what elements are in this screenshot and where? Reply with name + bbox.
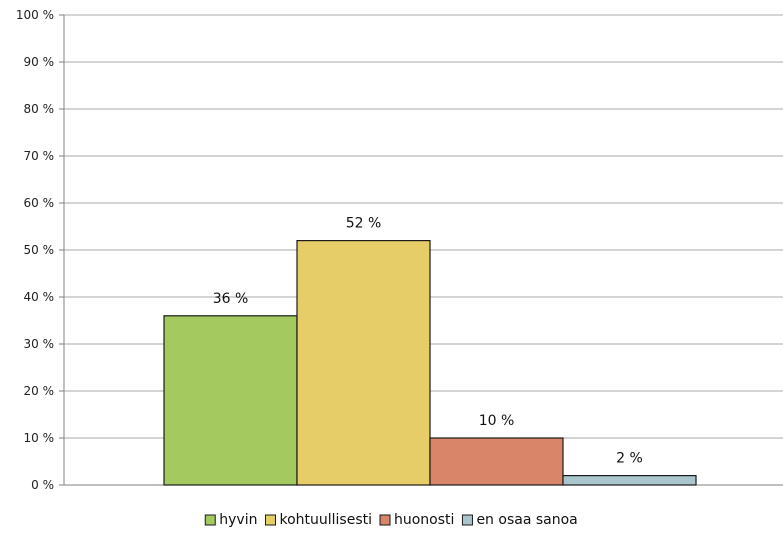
y-tick-labels: 0 % 10 % 20 % 30 % 40 % 50 % 60 % 70 % 80 % 90 % 1… [16,8,54,492]
legend-swatch [264,514,276,526]
y-tick-label: 100 % [16,8,54,22]
legend-item-kohtuullisesti: kohtuullisesti [264,512,372,528]
y-tick-label: 40 % [24,290,55,304]
legend: hyvin kohtuullisesti huonosti en osaa sanoa [204,512,578,528]
legend-item-en-osaa-sanoa: en osaa sanoa [461,512,578,528]
data-label: 52 % [346,216,382,232]
legend-label: huonosti [394,512,454,528]
bar-hyvin [163,315,298,486]
y-tick-label: 90 % [24,55,55,69]
y-tick-label: 60 % [24,196,55,210]
bars [163,240,697,486]
y-tick-label: 0 % [31,478,54,492]
legend-swatch [461,514,473,526]
data-label: 10 % [479,413,515,429]
legend-item-huonosti: huonosti [379,512,454,528]
legend-swatch [204,514,216,526]
y-tick-label: 30 % [24,337,55,351]
legend-swatch [379,514,391,526]
data-label: 36 % [213,291,249,307]
legend-label: hyvin [219,512,257,528]
data-labels: 36 % 52 % 10 % 2 % [213,216,643,467]
data-label: 2 % [616,451,643,467]
bar-huonosti [429,437,564,486]
y-tick-label: 20 % [24,384,55,398]
y-tick-label: 10 % [24,431,55,445]
bar-kohtuullisesti [296,240,431,486]
legend-label: kohtuullisesti [279,512,372,528]
y-tick-label: 70 % [24,149,55,163]
legend-item-hyvin: hyvin [204,512,257,528]
y-tick-label: 80 % [24,102,55,116]
bar-en-osaa-sanoa [562,475,697,486]
y-tick-label: 50 % [24,243,55,257]
legend-label: en osaa sanoa [476,512,577,528]
